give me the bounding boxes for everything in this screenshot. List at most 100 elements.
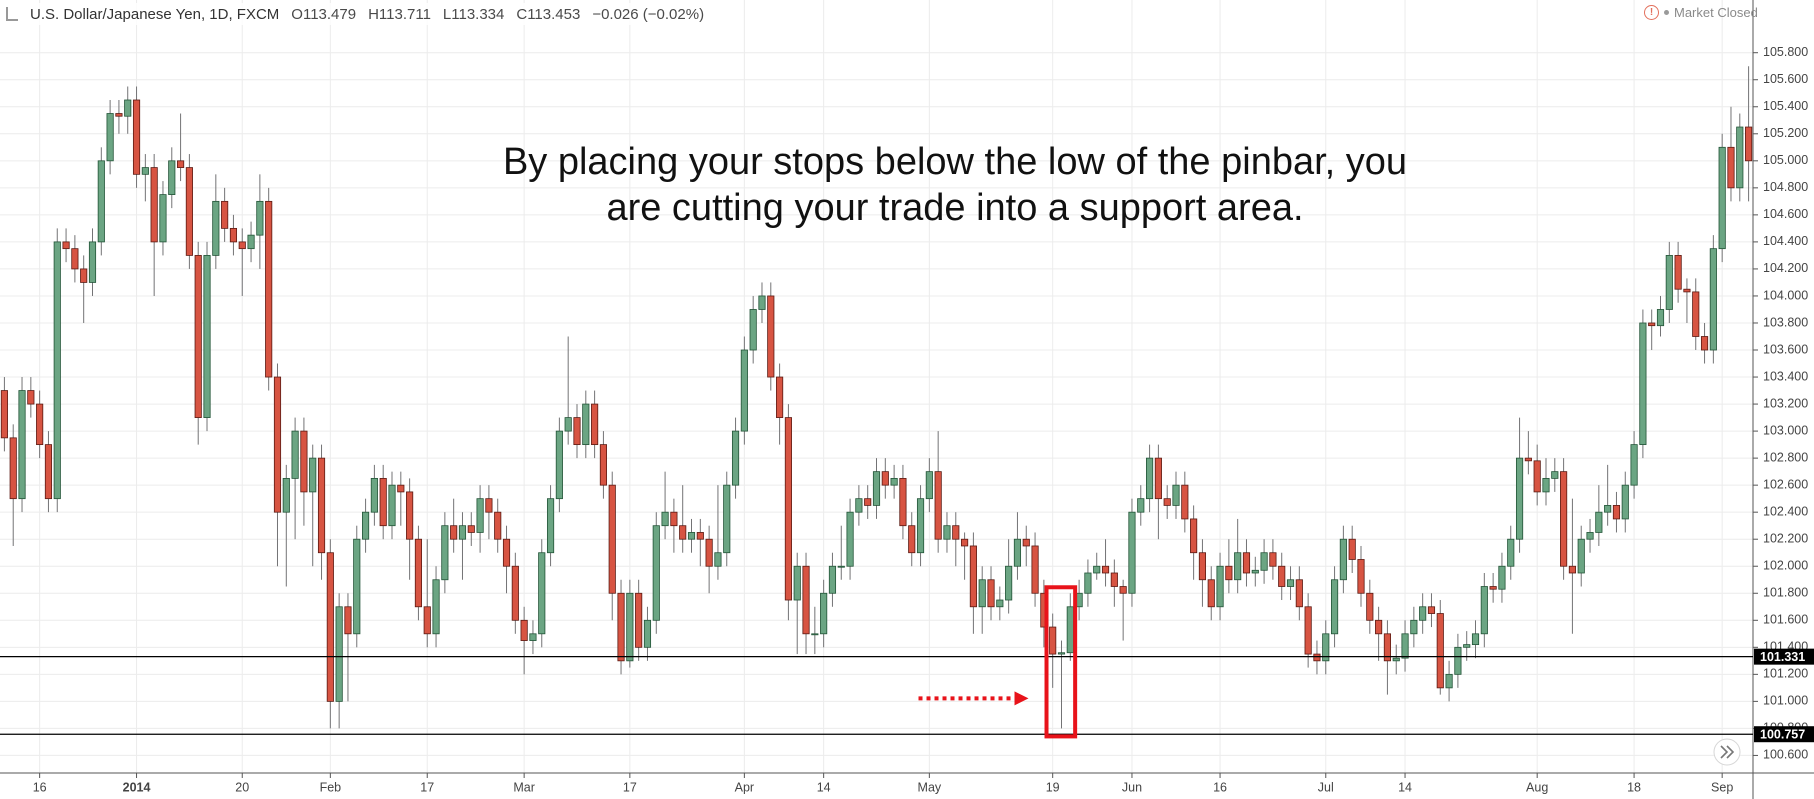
candle-body	[370, 477, 378, 513]
candle-body	[546, 498, 555, 554]
candle-body	[282, 477, 290, 513]
candle-body	[1049, 626, 1057, 655]
candle-body	[925, 471, 933, 500]
candle-body	[291, 430, 299, 479]
candle-body	[256, 200, 264, 236]
candle-body	[273, 376, 282, 513]
candle-body	[1084, 572, 1092, 594]
candle-body	[141, 167, 149, 175]
candle-body	[582, 403, 590, 446]
y-tick-label: 103.000	[1763, 423, 1808, 437]
candle-body	[44, 444, 53, 500]
candle-body	[1463, 644, 1471, 648]
candle-body	[670, 511, 678, 527]
y-tick-label: 103.400	[1763, 369, 1808, 383]
candle-body	[1410, 619, 1418, 635]
candle-body	[432, 579, 440, 635]
symbol[interactable]: U.S. Dollar/Japanese Yen, 1D, FXCM	[30, 5, 280, 23]
candle-body	[529, 633, 537, 641]
candle-body	[1683, 288, 1691, 293]
candle-body	[106, 113, 114, 162]
candle-body	[203, 255, 211, 418]
candle-body	[1401, 633, 1409, 659]
x-tick-label: May	[918, 780, 942, 794]
highlight-box	[1044, 585, 1078, 739]
price-label: 101.331	[1760, 650, 1805, 664]
candle-body	[1586, 532, 1594, 540]
scroll-button[interactable]	[1713, 738, 1741, 766]
candle-body	[467, 525, 475, 533]
candle-body	[132, 99, 141, 175]
status-dot	[1664, 10, 1669, 15]
x-tick-label: 2014	[123, 780, 151, 794]
x-tick-label: Jul	[1318, 780, 1334, 794]
candle-body	[740, 349, 748, 432]
candle-body	[899, 477, 907, 527]
candle-body	[1392, 657, 1400, 662]
candle-body	[1515, 457, 1524, 540]
x-tick-label: 19	[1046, 780, 1060, 794]
candle-body	[229, 227, 238, 243]
candle-body	[767, 295, 775, 378]
candle-body	[1234, 552, 1242, 581]
candle-body	[238, 241, 246, 250]
x-tick-label: 14	[817, 780, 831, 794]
x-tick-label: Apr	[735, 780, 754, 794]
candle-body	[1656, 309, 1665, 327]
candle-body	[1313, 653, 1321, 662]
y-tick-label: 102.000	[1763, 559, 1808, 573]
candle-body	[344, 606, 352, 635]
candle-body	[185, 167, 193, 256]
candle-body	[1718, 146, 1726, 250]
status-text: Market Closed	[1674, 5, 1758, 20]
candle-body	[1595, 511, 1603, 533]
candle-body	[961, 538, 969, 547]
y-tick-label: 105.600	[1763, 72, 1808, 86]
candle-body	[626, 592, 634, 662]
candle-body	[723, 484, 731, 554]
candle-body	[97, 160, 105, 243]
ohlc-low: L113.334	[442, 5, 505, 23]
candle-body	[1110, 572, 1118, 587]
candle-body	[115, 113, 123, 117]
candle-body	[1709, 248, 1717, 351]
candle-body	[758, 295, 766, 310]
candle-body	[379, 477, 387, 527]
x-tick-label: 18	[1627, 780, 1641, 794]
candle-body	[943, 525, 951, 540]
candle-body	[1436, 613, 1444, 689]
y-tick-label: 104.600	[1763, 207, 1808, 221]
candle-body	[1242, 552, 1251, 574]
candle-body	[221, 200, 229, 229]
header: U.S. Dollar/Japanese Yen, 1D, FXCM O113.…	[6, 3, 711, 25]
candle-body	[1383, 633, 1391, 662]
candle-body	[1146, 457, 1154, 500]
candle-body	[388, 484, 396, 527]
scroll-button-icon[interactable]	[1720, 745, 1735, 759]
candle-body	[1745, 126, 1753, 162]
market-status: ! Market Closed	[1644, 5, 1758, 20]
candle-body	[996, 599, 1004, 608]
y-tick-label: 101.000	[1763, 694, 1808, 708]
candle-body	[9, 437, 17, 500]
overlay: 101.331 100.757	[0, 585, 1814, 743]
candle-body	[1577, 538, 1585, 574]
candle-body	[881, 471, 889, 486]
candle-body	[88, 241, 97, 283]
candle-body	[934, 471, 942, 540]
candle-body	[53, 241, 61, 500]
candle-body	[27, 390, 35, 405]
candle-body	[71, 248, 79, 270]
candle-body	[353, 538, 361, 635]
candle-body	[978, 579, 986, 608]
candle-body	[476, 498, 484, 533]
candle-body	[0, 390, 8, 439]
candle-body	[564, 417, 572, 432]
candle-body	[1427, 606, 1436, 614]
candle-body	[335, 606, 343, 702]
candle-body	[617, 592, 625, 662]
candle-body	[1648, 322, 1656, 327]
candle-body	[300, 430, 308, 493]
price-label-box	[1754, 726, 1814, 743]
